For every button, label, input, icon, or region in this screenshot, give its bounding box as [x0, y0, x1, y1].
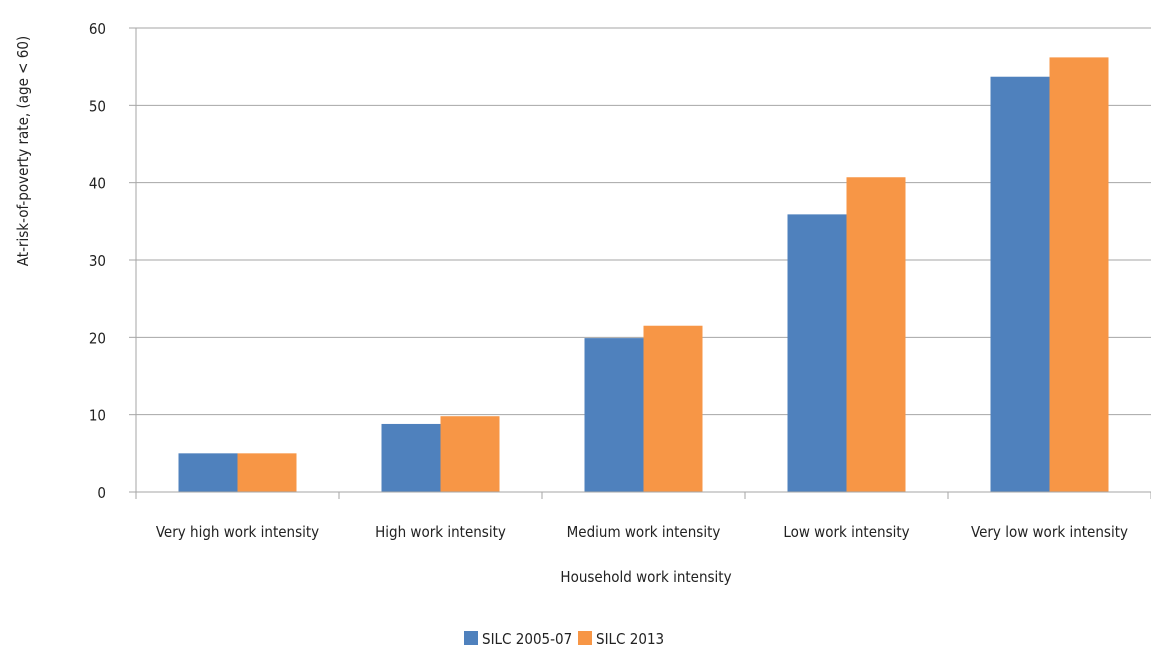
- bar: [787, 214, 847, 492]
- bar: [846, 177, 906, 492]
- x-category-label: Medium work intensity: [567, 523, 721, 541]
- x-category-label: High work intensity: [375, 523, 506, 541]
- bar: [990, 76, 1050, 492]
- x-category-label: Low work intensity: [783, 523, 909, 541]
- x-axis-title: Household work intensity: [560, 568, 731, 586]
- legend-label: SILC 2005-07: [482, 630, 572, 648]
- bar: [237, 453, 297, 492]
- legend-swatch: [578, 631, 592, 645]
- y-axis-title: At-risk-of-poverty rate, (age < 60): [14, 36, 32, 266]
- legend-swatch: [464, 631, 478, 645]
- bar: [381, 423, 441, 492]
- y-tick-label: 30: [89, 252, 106, 270]
- x-category-label: Very high work intensity: [156, 523, 319, 541]
- y-tick-label: 0: [97, 484, 106, 502]
- y-tick-label: 50: [89, 97, 106, 115]
- bar: [1049, 57, 1109, 493]
- bar: [440, 416, 500, 492]
- bar: [584, 338, 644, 492]
- bar: [178, 453, 238, 492]
- legend-label: SILC 2013: [596, 630, 664, 648]
- y-tick-label: 60: [89, 20, 106, 38]
- gridlines: [129, 27, 1151, 493]
- bars: [178, 57, 1109, 493]
- x-category-labels: Very high work intensity High work intens…: [156, 523, 1128, 541]
- y-tick-label: 20: [89, 329, 106, 347]
- y-tick-label: 10: [89, 407, 106, 425]
- y-tick-labels: 0 10 20 30 40 50 60: [89, 20, 106, 502]
- axes: [135, 28, 1151, 499]
- x-category-label: Very low work intensity: [971, 523, 1128, 541]
- legend: SILC 2005-07 SILC 2013: [464, 630, 664, 648]
- bar: [643, 325, 703, 492]
- y-tick-label: 40: [89, 175, 106, 193]
